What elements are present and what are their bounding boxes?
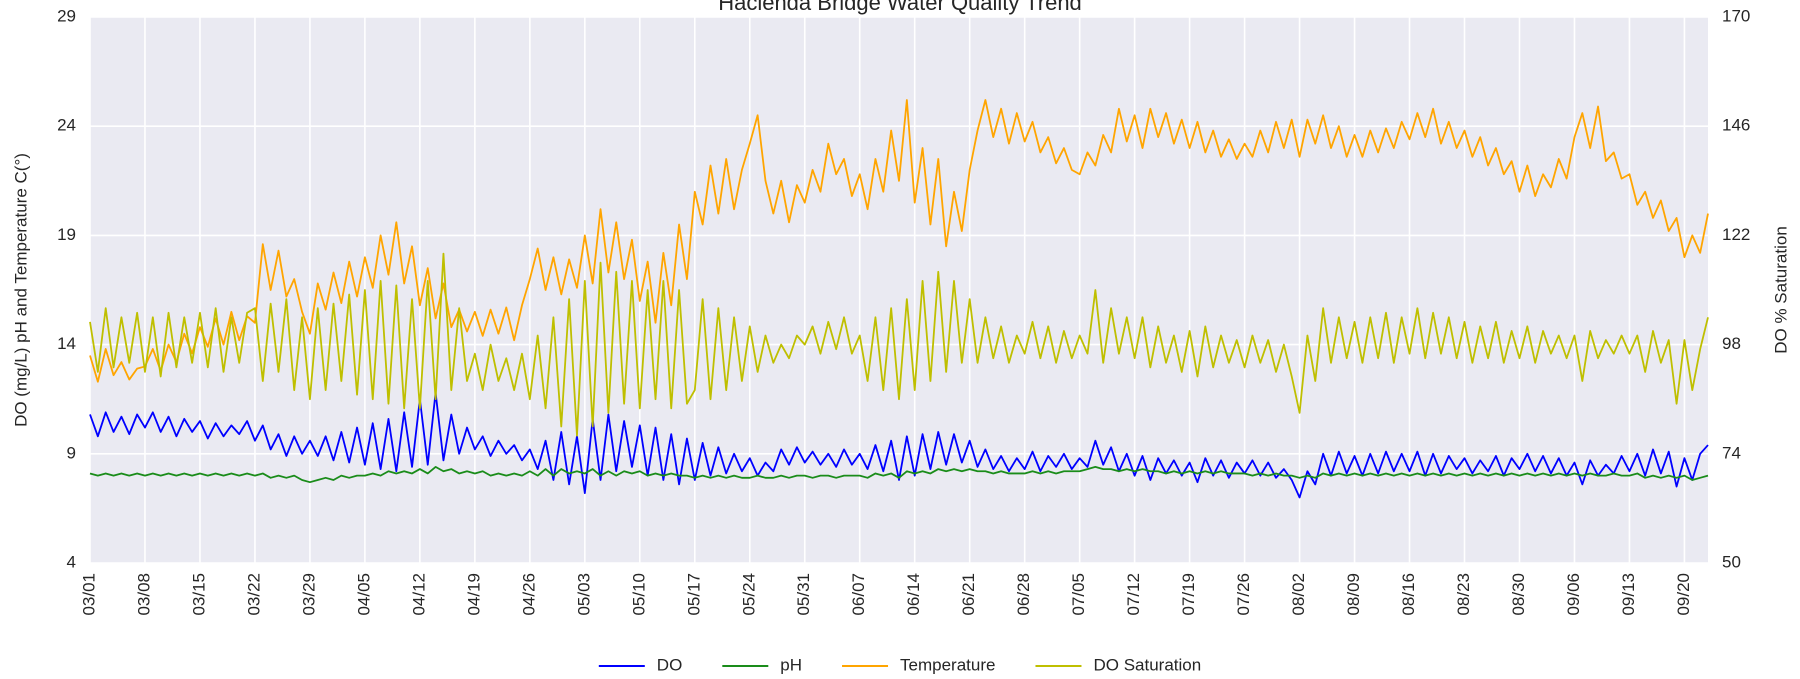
x-tick-label: 07/05 [1069, 573, 1088, 616]
y2-tick-label: 170 [1722, 6, 1750, 25]
x-tick-label: 04/26 [519, 573, 538, 616]
x-tick-label: 04/19 [464, 573, 483, 616]
x-tick-label: 05/10 [629, 573, 648, 616]
y-tick-label: 29 [57, 6, 76, 25]
legend-label: Temperature [900, 655, 995, 674]
x-tick-label: 06/21 [959, 573, 978, 616]
y2-tick-label: 98 [1722, 334, 1741, 353]
x-tick-label: 03/08 [134, 573, 153, 616]
x-tick-label: 07/19 [1179, 573, 1198, 616]
x-tick-label: 09/20 [1674, 573, 1693, 616]
x-tick-label: 03/29 [299, 573, 318, 616]
legend-label: pH [780, 655, 802, 674]
x-tick-label: 04/05 [354, 573, 373, 616]
series-line [89, 391, 1709, 499]
x-tick-label: 06/28 [1014, 573, 1033, 616]
x-tick-label: 07/12 [1124, 573, 1143, 616]
x-tick-label: 03/15 [189, 573, 208, 616]
x-tick-label: 09/13 [1619, 573, 1638, 616]
x-tick-label: 09/06 [1564, 573, 1583, 616]
y-tick-label: 24 [57, 116, 76, 135]
plot-background [90, 17, 1708, 563]
y-tick-label: 19 [57, 225, 76, 244]
x-tick-label: 04/12 [409, 573, 428, 616]
y-tick-label: 9 [67, 443, 76, 462]
chart-title: Hacienda Bridge Water Quality Trend [718, 0, 1082, 15]
legend: DO pH Temperature DO Saturation [598, 655, 1201, 674]
x-tick-label: 05/03 [574, 573, 593, 616]
x-tick-label: 08/30 [1509, 573, 1528, 616]
x-tick-label: 03/01 [79, 573, 98, 616]
x-tick-label: 07/26 [1234, 573, 1253, 616]
series-line [89, 466, 1709, 484]
y2-tick-label: 146 [1722, 116, 1750, 135]
x-tick-label: 08/09 [1344, 573, 1363, 616]
x-tick-label: 06/07 [849, 573, 868, 616]
x-tick-label: 08/23 [1454, 573, 1473, 616]
x-tick-label: 06/14 [904, 573, 923, 616]
y-tick-label: 14 [57, 334, 76, 353]
y2-tick-label: 122 [1722, 225, 1750, 244]
y2-axis-label: DO % Saturation [1771, 226, 1790, 354]
x-tick-label: 05/31 [794, 573, 813, 616]
x-tick-label: 08/02 [1289, 573, 1308, 616]
x-tick-label: 03/22 [244, 573, 263, 616]
y2-tick-label: 50 [1722, 552, 1741, 571]
y-axis-label: DO (mg/L) pH and Temperature C(°) [11, 153, 30, 427]
x-tick-label: 05/24 [739, 573, 758, 616]
y2-tick-label: 74 [1722, 443, 1741, 462]
x-tick-label: 08/16 [1399, 573, 1418, 616]
series-line [89, 99, 1709, 383]
series-line [89, 252, 1709, 437]
legend-label: DO [657, 655, 683, 674]
legend-label: DO Saturation [1093, 655, 1201, 674]
y-tick-label: 4 [67, 552, 76, 571]
x-tick-label: 05/17 [684, 573, 703, 616]
